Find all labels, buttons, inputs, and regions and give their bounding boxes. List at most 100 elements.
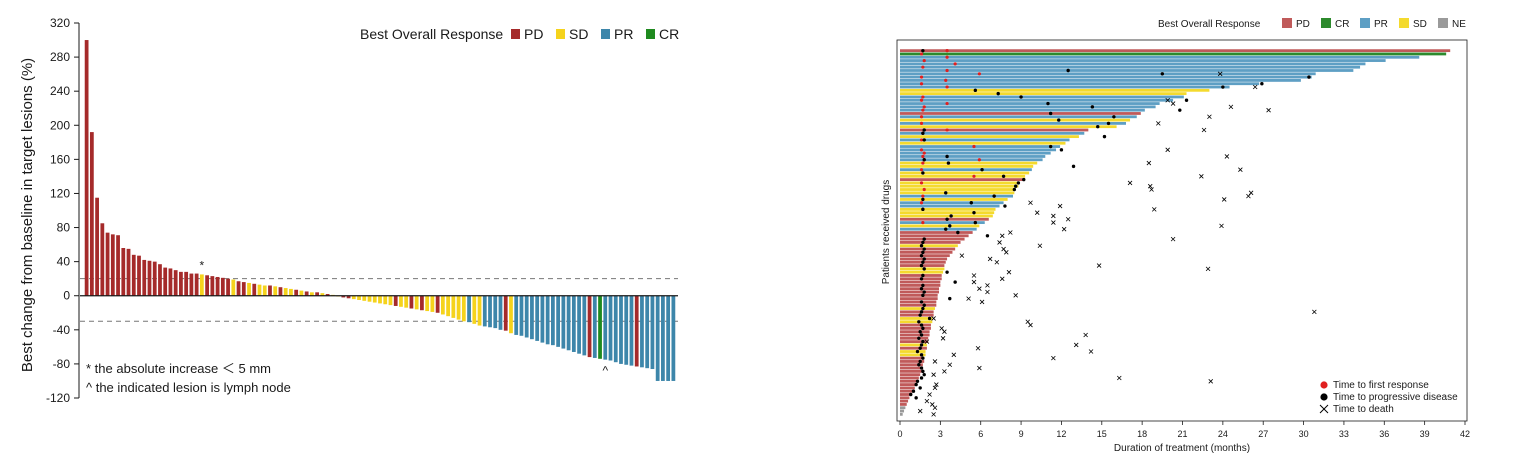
swimmer-death-marker (1057, 203, 1063, 209)
swimmer-legend-title: Best Overall Response (1158, 19, 1261, 30)
waterfall-bar (598, 295, 602, 359)
waterfall-bar (435, 295, 440, 313)
swimmer-death-marker-stroke (930, 402, 935, 407)
swimmer-death-marker (959, 253, 965, 258)
swimmer-first-response-marker (945, 55, 949, 59)
swimmer-legend-swatch (1321, 18, 1331, 28)
swimmer-death-marker-stroke (932, 405, 938, 411)
swimmer-death-marker-stroke (1051, 355, 1056, 361)
swimmer-progression-marker (917, 336, 921, 341)
swimmer-first-response-marker (919, 75, 924, 79)
swimmer-bar (900, 224, 980, 228)
swimmer-bar (900, 217, 989, 221)
swimmer-death-marker (1037, 243, 1043, 249)
waterfall-legend: Best Overall Response PD SD PR CR (360, 26, 679, 42)
swimmer-first-response-marker (945, 101, 949, 106)
waterfall-bar (619, 295, 623, 364)
swimmer-progression-marker (1059, 148, 1064, 152)
swimmer-progression-marker (948, 296, 952, 301)
swimmer-death-marker-stroke (1201, 127, 1207, 133)
swimmer-death-marker (1001, 246, 1006, 252)
swimmer-death-marker-stroke (1170, 236, 1176, 242)
waterfall-y-tick-label: 80 (57, 221, 71, 235)
waterfall-y-tick-label: 200 (50, 118, 70, 132)
swimmer-marker-legend-label: Time to first response (1333, 380, 1429, 391)
waterfall-bar (346, 295, 351, 299)
swimmer-death-marker (1127, 180, 1133, 186)
waterfall-bar (357, 295, 361, 300)
swimmer-bar (900, 310, 934, 314)
swimmer-death-marker (1088, 349, 1094, 354)
swimmer-first-response-marker (922, 105, 926, 109)
swimmer-bar (900, 227, 977, 231)
swimmer-first-response-marker (953, 62, 957, 66)
swimmer-death-marker-stroke (931, 316, 936, 321)
swimmer-death-marker (1205, 266, 1211, 272)
swimmer-bar (900, 366, 923, 370)
waterfall-bar (152, 261, 157, 296)
swimmer-first-response-marker (921, 161, 925, 165)
swimmer-progression-marker (1001, 174, 1006, 178)
waterfall-bar (577, 295, 581, 354)
swimmer-first-response-marker (977, 72, 981, 76)
waterfall-bar (388, 295, 393, 306)
waterfall-y-tick-label: 40 (57, 255, 71, 269)
swimmer-bar (900, 409, 905, 413)
swimmer-death-marker-stroke (977, 365, 982, 371)
swimmer-bar (900, 356, 925, 360)
swimmer-death-marker-stroke (1061, 226, 1067, 232)
swimmer-bar (900, 330, 930, 334)
swimmer-bar (900, 274, 942, 277)
waterfall-bar (530, 295, 534, 340)
waterfall-bar (299, 290, 304, 296)
swimmer-progression-marker (921, 369, 925, 374)
waterfall-bar (561, 295, 566, 349)
swimmer-death-marker-stroke (1217, 71, 1223, 77)
swimmer-bar (900, 55, 1420, 59)
waterfall-bar (451, 295, 456, 318)
waterfall-bar (278, 287, 283, 296)
waterfall-bar (482, 295, 487, 327)
swimmer-death-marker (979, 299, 985, 305)
swimmer-progression-marker (922, 158, 926, 162)
swimmer-bar (900, 297, 938, 301)
swimmer-progression-marker (917, 320, 921, 324)
waterfall-y-tick-label: -80 (53, 357, 71, 371)
waterfall-bar (603, 295, 608, 360)
swimmer-death-marker-stroke (971, 273, 977, 278)
swimmer-death-marker-stroke (932, 359, 938, 364)
swimmer-progression-marker (1071, 164, 1076, 169)
swimmer-progression-marker (922, 257, 926, 261)
swimmer-bar (900, 194, 1013, 198)
waterfall-legend-swatch (556, 29, 565, 39)
swimmer-death-marker (985, 289, 990, 295)
swimmer-death-marker-stroke (1238, 167, 1243, 172)
swimmer-bar (900, 287, 940, 291)
waterfall-bar (613, 295, 618, 363)
swimmer-death-marker (1207, 114, 1212, 120)
swimmer-progression-marker (919, 310, 924, 314)
swimmer-legend-label: CR (1335, 19, 1349, 30)
swimmer-death-marker-stroke (987, 256, 993, 262)
swimmer-bar (900, 214, 993, 218)
swimmer-death-marker-stroke (1088, 349, 1094, 354)
swimmer-bar (900, 79, 1301, 82)
swimmer-progression-marker (1096, 124, 1100, 129)
waterfall-bar (624, 295, 629, 365)
swimmer-death-marker-stroke (1003, 250, 1009, 255)
swimmer-progression-marker (945, 217, 949, 221)
swimmer-x-tick-label: 42 (1460, 429, 1470, 439)
swimmer-progression-marker (972, 210, 976, 215)
swimmer-death-marker (977, 286, 982, 291)
swimmer-death-marker (1028, 322, 1033, 328)
swimmer-progression-marker (919, 253, 924, 258)
swimmer-death-marker-stroke (975, 345, 981, 351)
swimmer-progression-marker (1178, 108, 1182, 112)
swimmer-bar (900, 92, 1187, 96)
swimmer-death-marker (1221, 197, 1227, 202)
waterfall-bar (252, 283, 257, 296)
swimmer-bar (900, 178, 1023, 182)
swimmer-x-tick-label: 15 (1097, 429, 1107, 439)
swimmer-bar (900, 346, 927, 350)
swimmer-death-marker (1065, 216, 1071, 222)
